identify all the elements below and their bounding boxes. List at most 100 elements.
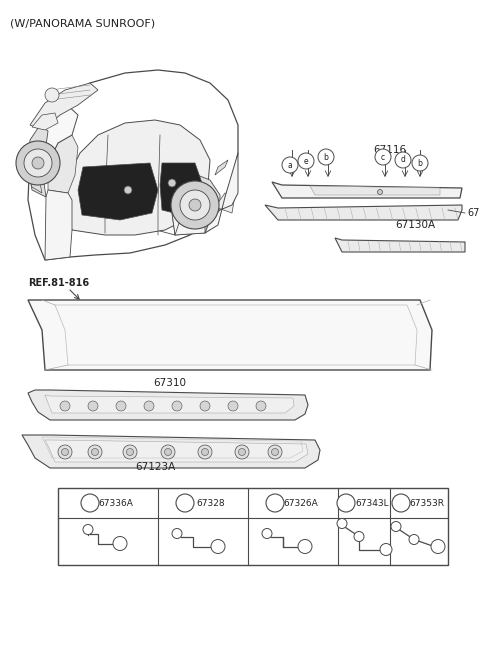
Text: 67336A: 67336A <box>98 498 133 508</box>
Polygon shape <box>30 83 98 130</box>
Circle shape <box>172 528 182 538</box>
Text: a: a <box>288 161 292 169</box>
Circle shape <box>168 179 176 187</box>
Text: e: e <box>398 498 404 508</box>
Text: d: d <box>401 155 406 165</box>
Polygon shape <box>22 435 320 468</box>
Text: 67130A: 67130A <box>395 220 435 230</box>
Circle shape <box>268 445 282 459</box>
Circle shape <box>165 448 171 456</box>
Circle shape <box>412 155 428 171</box>
Polygon shape <box>160 163 202 215</box>
Circle shape <box>113 536 127 550</box>
Text: 67326A: 67326A <box>284 498 318 508</box>
Circle shape <box>116 401 126 411</box>
Circle shape <box>61 448 69 456</box>
Circle shape <box>377 189 383 195</box>
Circle shape <box>272 448 278 456</box>
Text: 67145C: 67145C <box>467 208 480 218</box>
Circle shape <box>392 494 410 512</box>
Text: 67353R: 67353R <box>409 498 444 508</box>
Circle shape <box>337 494 355 512</box>
Polygon shape <box>28 125 48 197</box>
Text: b: b <box>418 159 422 167</box>
Circle shape <box>60 401 70 411</box>
Text: (W/PANORAMA SUNROOF): (W/PANORAMA SUNROOF) <box>10 18 155 28</box>
Text: 67343L: 67343L <box>355 498 389 508</box>
Text: b: b <box>324 153 328 161</box>
Text: REF.81-816: REF.81-816 <box>28 278 89 288</box>
Circle shape <box>16 141 60 185</box>
Polygon shape <box>65 120 210 235</box>
Polygon shape <box>265 205 462 220</box>
Text: b: b <box>182 498 188 508</box>
Polygon shape <box>215 160 228 175</box>
Circle shape <box>88 445 102 459</box>
Polygon shape <box>30 180 42 193</box>
Circle shape <box>202 448 208 456</box>
Circle shape <box>235 445 249 459</box>
Circle shape <box>81 494 99 512</box>
Circle shape <box>45 88 59 102</box>
Circle shape <box>409 534 419 544</box>
Polygon shape <box>172 205 205 235</box>
Circle shape <box>180 190 210 220</box>
Polygon shape <box>45 440 308 462</box>
Text: d: d <box>343 498 348 508</box>
Circle shape <box>83 524 93 534</box>
Circle shape <box>431 540 445 554</box>
Polygon shape <box>28 300 432 370</box>
Text: 67310: 67310 <box>154 378 187 388</box>
Polygon shape <box>45 395 294 413</box>
Circle shape <box>266 494 284 512</box>
Circle shape <box>282 157 298 173</box>
Circle shape <box>123 445 137 459</box>
Circle shape <box>124 186 132 194</box>
Circle shape <box>144 401 154 411</box>
Circle shape <box>32 157 44 169</box>
Polygon shape <box>48 135 78 193</box>
Polygon shape <box>32 113 58 130</box>
Circle shape <box>176 494 194 512</box>
Circle shape <box>92 448 98 456</box>
Polygon shape <box>28 390 308 420</box>
Circle shape <box>391 522 401 532</box>
Polygon shape <box>55 305 417 365</box>
Polygon shape <box>45 190 72 260</box>
Circle shape <box>318 149 334 165</box>
Polygon shape <box>310 186 440 195</box>
Circle shape <box>228 401 238 411</box>
Circle shape <box>198 445 212 459</box>
Circle shape <box>337 518 347 528</box>
Circle shape <box>24 149 52 177</box>
Polygon shape <box>78 163 158 220</box>
Text: c: c <box>381 153 385 161</box>
Text: c: c <box>273 498 277 508</box>
Circle shape <box>256 401 266 411</box>
Circle shape <box>354 532 364 542</box>
Text: e: e <box>304 157 308 165</box>
Circle shape <box>127 448 133 456</box>
Circle shape <box>298 540 312 554</box>
Circle shape <box>58 445 72 459</box>
Circle shape <box>200 401 210 411</box>
Polygon shape <box>205 153 238 233</box>
Circle shape <box>375 149 391 165</box>
Circle shape <box>262 528 272 538</box>
Polygon shape <box>272 182 462 198</box>
Circle shape <box>172 401 182 411</box>
Polygon shape <box>215 193 235 213</box>
Circle shape <box>189 199 201 211</box>
Polygon shape <box>172 173 220 235</box>
Circle shape <box>88 401 98 411</box>
Polygon shape <box>30 103 78 165</box>
Text: 67116: 67116 <box>373 145 407 155</box>
Text: 67123A: 67123A <box>135 462 175 472</box>
Polygon shape <box>28 70 238 260</box>
Text: a: a <box>87 498 93 508</box>
Circle shape <box>239 448 245 456</box>
Circle shape <box>298 153 314 169</box>
Polygon shape <box>335 238 465 252</box>
Circle shape <box>171 181 219 229</box>
Text: 67328: 67328 <box>197 498 225 508</box>
